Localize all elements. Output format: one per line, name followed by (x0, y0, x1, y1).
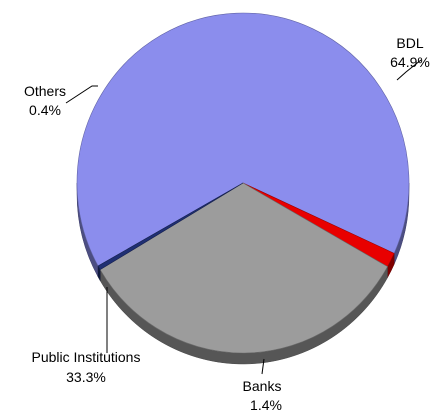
leader-line-banks (261, 358, 265, 375)
leader-lines (65, 59, 422, 375)
slice-public-institutions (99, 182, 388, 354)
slice-percent-others: 0.4% (29, 102, 61, 118)
slice-percent-banks: 1.4% (250, 397, 282, 413)
leader-line-others (65, 85, 98, 104)
slice-percent-bdl: 64.9% (390, 54, 430, 70)
slice-label-bdl: BDL (396, 35, 423, 51)
slice-label-others: Others (24, 83, 66, 99)
slice-others (97, 182, 244, 271)
leader-line-bdl (396, 59, 422, 81)
pie-slices (76, 12, 410, 354)
slice-bdl (76, 12, 410, 267)
slice-percent-public-institutions: 33.3% (66, 369, 106, 385)
slice-label-public-institutions: Public Institutions (32, 349, 141, 365)
slice-label-banks: Banks (243, 378, 282, 394)
